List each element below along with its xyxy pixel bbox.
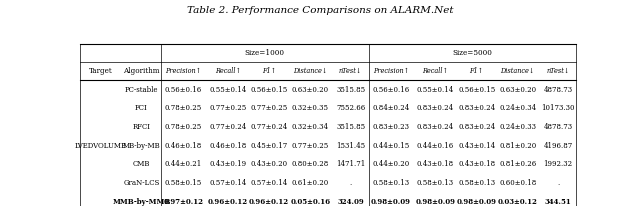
Text: Size=5000: Size=5000: [452, 49, 492, 57]
Text: 0.81±0.20: 0.81±0.20: [499, 142, 536, 150]
Text: 0.44±0.16: 0.44±0.16: [417, 142, 454, 150]
Text: 344.51: 344.51: [545, 198, 572, 206]
Text: MB-by-MB: MB-by-MB: [123, 142, 160, 150]
Text: 0.43±0.19: 0.43±0.19: [209, 160, 246, 169]
Text: 0.80±0.28: 0.80±0.28: [292, 160, 329, 169]
Text: Recall↑: Recall↑: [215, 67, 241, 75]
Text: 3515.85: 3515.85: [336, 86, 365, 94]
Text: 10173.30: 10173.30: [541, 104, 575, 112]
Text: 0.61±0.20: 0.61±0.20: [292, 179, 329, 187]
Text: 0.58±0.15: 0.58±0.15: [165, 179, 202, 187]
Text: 0.46±0.18: 0.46±0.18: [209, 142, 246, 150]
Text: 0.58±0.13: 0.58±0.13: [458, 179, 495, 187]
Text: 0.97±0.12: 0.97±0.12: [163, 198, 204, 206]
Text: 0.77±0.25: 0.77±0.25: [292, 142, 329, 150]
Text: 4196.87: 4196.87: [543, 142, 573, 150]
Text: Precision↑: Precision↑: [165, 67, 202, 75]
Text: 0.96±0.12: 0.96±0.12: [249, 198, 289, 206]
Text: 0.45±0.17: 0.45±0.17: [251, 142, 288, 150]
Text: 0.83±0.24: 0.83±0.24: [417, 104, 454, 112]
Text: 4878.73: 4878.73: [543, 86, 573, 94]
Text: 0.58±0.13: 0.58±0.13: [417, 179, 454, 187]
Text: 0.60±0.18: 0.60±0.18: [499, 179, 536, 187]
Text: 1992.32: 1992.32: [543, 160, 573, 169]
Text: 3515.85: 3515.85: [336, 123, 365, 131]
Text: 0.05±0.16: 0.05±0.16: [291, 198, 330, 206]
Text: 0.32±0.34: 0.32±0.34: [292, 123, 329, 131]
Text: FCI: FCI: [135, 104, 148, 112]
Text: 0.56±0.15: 0.56±0.15: [251, 86, 288, 94]
Text: 0.56±0.16: 0.56±0.16: [372, 86, 410, 94]
Text: 0.44±0.21: 0.44±0.21: [165, 160, 202, 169]
Text: 0.43±0.18: 0.43±0.18: [458, 160, 495, 169]
Text: 0.43±0.14: 0.43±0.14: [458, 142, 495, 150]
Text: 0.84±0.24: 0.84±0.24: [372, 104, 410, 112]
Text: nTest↓: nTest↓: [547, 67, 570, 75]
Text: 0.24±0.34: 0.24±0.34: [499, 104, 536, 112]
Text: 0.55±0.14: 0.55±0.14: [209, 86, 246, 94]
Text: .: .: [349, 179, 352, 187]
Text: Target: Target: [89, 67, 113, 75]
Text: 0.56±0.16: 0.56±0.16: [165, 86, 202, 94]
Text: Recall↑: Recall↑: [422, 67, 449, 75]
Text: F1↑: F1↑: [262, 67, 276, 75]
Text: F1↑: F1↑: [470, 67, 484, 75]
Text: 0.57±0.14: 0.57±0.14: [251, 179, 288, 187]
Text: 0.43±0.18: 0.43±0.18: [417, 160, 454, 169]
Text: 0.78±0.25: 0.78±0.25: [165, 104, 202, 112]
Text: 0.98±0.09: 0.98±0.09: [456, 198, 497, 206]
Text: 4878.73: 4878.73: [543, 123, 573, 131]
Text: 0.83±0.24: 0.83±0.24: [417, 123, 454, 131]
Text: CMB: CMB: [132, 160, 150, 169]
Text: Distance↓: Distance↓: [500, 67, 535, 75]
Text: nTest↓: nTest↓: [339, 67, 362, 75]
Text: Size=1000: Size=1000: [245, 49, 285, 57]
Text: 0.98±0.09: 0.98±0.09: [415, 198, 456, 206]
Text: 1531.45: 1531.45: [336, 142, 365, 150]
Text: 0.03±0.12: 0.03±0.12: [498, 198, 538, 206]
Text: RFCI: RFCI: [132, 123, 150, 131]
Text: Algorithm: Algorithm: [123, 67, 159, 75]
Text: LVEDVOLUME: LVEDVOLUME: [75, 142, 127, 150]
Text: .: .: [557, 179, 559, 187]
Text: 0.77±0.25: 0.77±0.25: [209, 104, 246, 112]
Text: 324.09: 324.09: [337, 198, 364, 206]
Text: 0.56±0.15: 0.56±0.15: [458, 86, 495, 94]
Text: 0.58±0.13: 0.58±0.13: [372, 179, 410, 187]
Text: Precision↑: Precision↑: [373, 67, 409, 75]
Text: 0.63±0.20: 0.63±0.20: [499, 86, 536, 94]
Text: 0.24±0.33: 0.24±0.33: [499, 123, 536, 131]
Text: 7552.66: 7552.66: [336, 104, 365, 112]
Text: Table 2. Performance Comparisons on ALARM.Net: Table 2. Performance Comparisons on ALAR…: [187, 6, 453, 15]
Text: 0.57±0.14: 0.57±0.14: [209, 179, 246, 187]
Text: 0.77±0.24: 0.77±0.24: [209, 123, 246, 131]
Text: PC-stable: PC-stable: [125, 86, 158, 94]
Text: 0.98±0.09: 0.98±0.09: [371, 198, 411, 206]
Text: MMB-by-MMB: MMB-by-MMB: [112, 198, 171, 206]
Text: 0.77±0.25: 0.77±0.25: [251, 104, 288, 112]
Text: 0.77±0.24: 0.77±0.24: [251, 123, 288, 131]
Text: 1471.71: 1471.71: [336, 160, 365, 169]
Text: 0.96±0.12: 0.96±0.12: [208, 198, 248, 206]
Text: 0.83±0.24: 0.83±0.24: [458, 104, 495, 112]
Text: 0.83±0.24: 0.83±0.24: [458, 123, 495, 131]
Text: 0.43±0.20: 0.43±0.20: [251, 160, 288, 169]
Text: GraN-LCS: GraN-LCS: [124, 179, 159, 187]
Text: 0.32±0.35: 0.32±0.35: [292, 104, 329, 112]
Text: 0.81±0.26: 0.81±0.26: [499, 160, 536, 169]
Text: 0.78±0.25: 0.78±0.25: [165, 123, 202, 131]
Text: Distance↓: Distance↓: [293, 67, 328, 75]
Text: 0.83±0.23: 0.83±0.23: [372, 123, 410, 131]
Text: 0.44±0.20: 0.44±0.20: [372, 160, 410, 169]
Text: 0.46±0.18: 0.46±0.18: [165, 142, 202, 150]
Text: 0.44±0.15: 0.44±0.15: [372, 142, 410, 150]
Text: 0.55±0.14: 0.55±0.14: [417, 86, 454, 94]
Text: 0.63±0.20: 0.63±0.20: [292, 86, 329, 94]
